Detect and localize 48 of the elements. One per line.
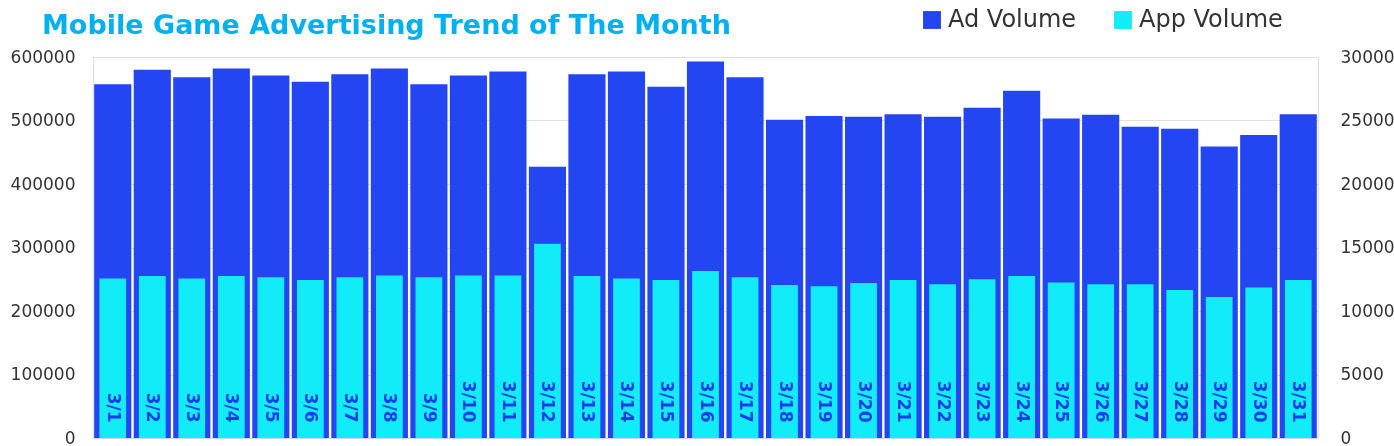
legend-label: App Volume — [1139, 5, 1283, 33]
x-tick-label: 3/31 — [1289, 380, 1310, 423]
x-tick-label: 3/19 — [815, 380, 836, 423]
x-tick-label: 3/9 — [419, 392, 440, 423]
x-tick-label: 3/7 — [340, 392, 361, 423]
x-tick-label: 3/2 — [143, 392, 164, 423]
x-tick-label: 3/15 — [656, 380, 677, 423]
y-tick-label: 100000 — [10, 364, 76, 384]
x-tick-label: 3/18 — [775, 380, 796, 423]
y2-tick-label: 25000 — [1340, 110, 1394, 130]
x-tick-label: 3/6 — [301, 392, 322, 423]
x-tick-label: 3/1 — [103, 392, 124, 423]
x-tick-label: 3/26 — [1091, 380, 1112, 423]
x-tick-label: 3/11 — [498, 380, 519, 423]
y2-tick-label: 0 — [1340, 427, 1352, 446]
y2-tick-label: 5000 — [1340, 364, 1384, 384]
x-tick-label: 3/30 — [1249, 380, 1270, 423]
x-tick-label: 3/23 — [973, 380, 994, 423]
x-tick-label: 3/20 — [854, 380, 875, 423]
y2-tick-label: 20000 — [1340, 173, 1394, 194]
x-tick-label: 3/17 — [736, 380, 757, 423]
x-tick-label: 3/22 — [933, 380, 954, 423]
x-tick-label: 3/10 — [459, 380, 480, 423]
x-tick-label: 3/14 — [617, 380, 638, 423]
x-tick-label: 3/25 — [1052, 380, 1073, 423]
y2-tick-label: 10000 — [1340, 300, 1394, 321]
x-tick-label: 3/27 — [1131, 380, 1152, 423]
y2-tick-label: 30000 — [1340, 46, 1394, 67]
legend-label: Ad Volume — [948, 5, 1077, 33]
x-tick-label: 3/24 — [1012, 380, 1033, 423]
y-tick-label: 500000 — [10, 110, 76, 130]
y-tick-label: 600000 — [10, 46, 76, 67]
x-tick-label: 3/4 — [222, 392, 243, 423]
y-tick-label: 300000 — [10, 237, 76, 257]
y-tick-label: 400000 — [10, 173, 76, 194]
x-tick-label: 3/5 — [261, 392, 282, 423]
x-tick-label: 3/21 — [894, 380, 915, 423]
y2-tick-label: 15000 — [1340, 237, 1394, 257]
chart-title: Mobile Game Advertising Trend of The Month — [42, 9, 731, 40]
x-tick-label: 3/28 — [1170, 380, 1191, 423]
x-tick-label: 3/12 — [538, 380, 559, 423]
x-tick-label: 3/29 — [1210, 380, 1231, 423]
x-tick-label: 3/16 — [696, 380, 717, 423]
x-tick-label: 3/3 — [182, 392, 203, 423]
x-tick-label: 3/13 — [577, 380, 598, 423]
x-tick-label: 3/8 — [380, 392, 401, 423]
y-tick-label: 0 — [64, 427, 76, 446]
y-tick-label: 200000 — [10, 300, 76, 321]
